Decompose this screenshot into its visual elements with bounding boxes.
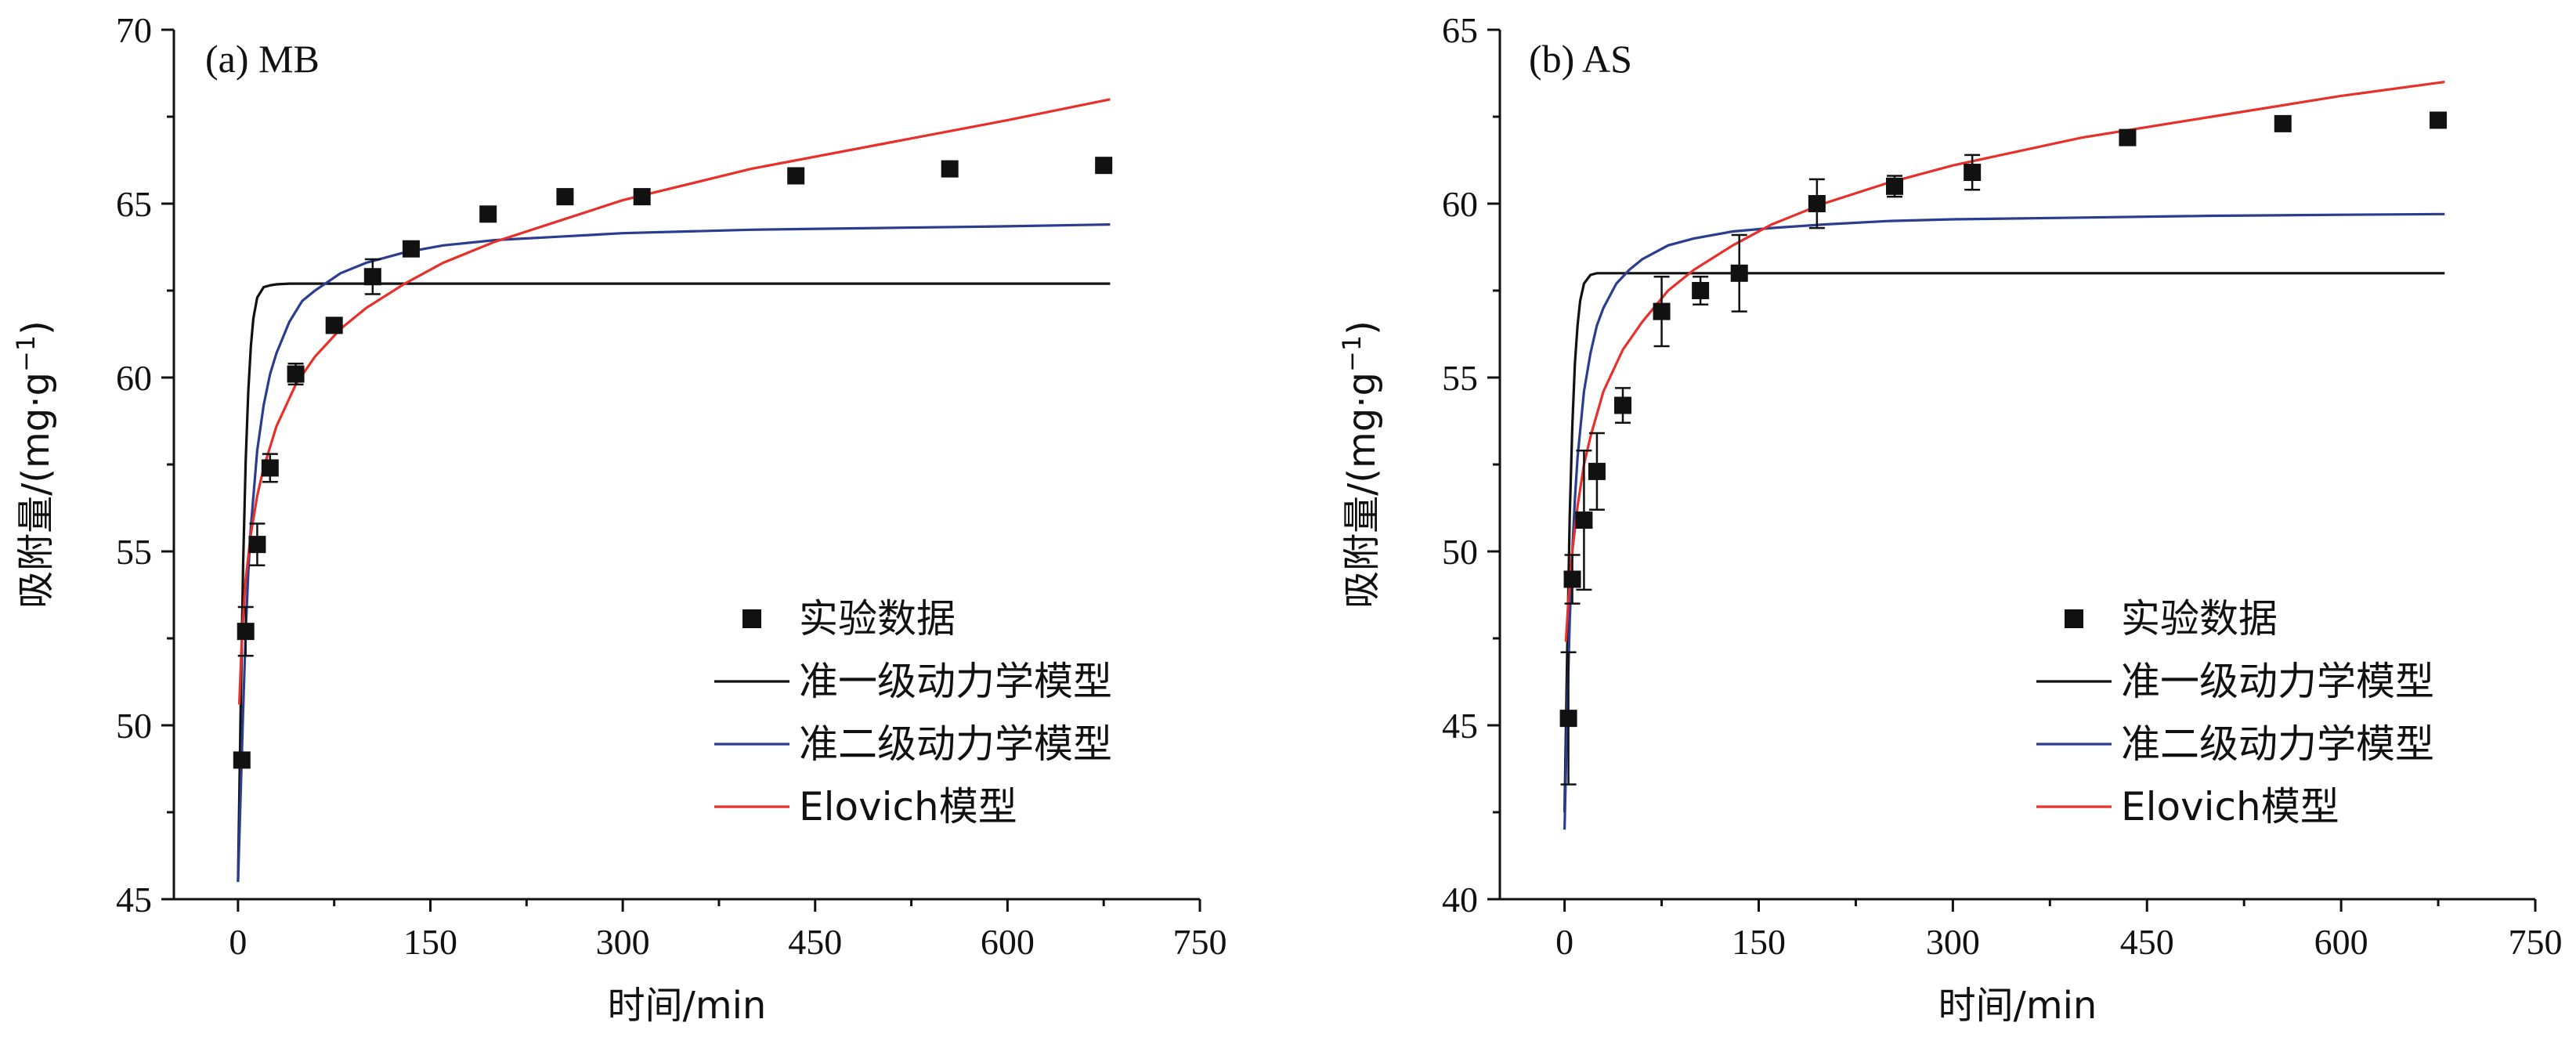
- y-axis-title-main: 吸附量/(mg·g: [1340, 372, 1384, 609]
- data-point: [941, 160, 959, 178]
- y-tick-label: 55: [116, 532, 152, 572]
- legend-label: 实验数据: [799, 596, 956, 641]
- legend-label: 准一级动力学模型: [2121, 659, 2434, 704]
- data-point: [325, 316, 343, 334]
- data-point: [287, 365, 305, 383]
- y-tick-label: 50: [1442, 532, 1478, 572]
- x-tick-label: 0: [1555, 922, 1573, 962]
- y-axis-title: 吸附量/(mg·g−1): [11, 320, 58, 609]
- y-axis-title-superscript: −1: [1337, 335, 1367, 372]
- series-line-0: [237, 282, 1111, 882]
- y-tick-label: 45: [116, 880, 152, 920]
- data-point: [1559, 710, 1577, 728]
- x-tick-label: 150: [403, 922, 457, 962]
- y-tick-label: 60: [116, 358, 152, 398]
- data-point: [1563, 570, 1581, 588]
- data-point: [1588, 462, 1606, 480]
- data-point: [2274, 114, 2292, 132]
- y-tick-label: 60: [1442, 184, 1478, 224]
- data-point: [1692, 282, 1710, 299]
- x-tick-label: 0: [229, 922, 247, 962]
- x-tick-label: 300: [596, 922, 650, 962]
- y-axis-title-superscript: −1: [11, 335, 41, 372]
- y-tick-label: 65: [1442, 10, 1478, 50]
- data-point: [1730, 264, 1748, 282]
- data-point: [402, 240, 420, 258]
- data-point: [2119, 128, 2137, 146]
- legend-label: Elovich模型: [2121, 784, 2339, 829]
- x-tick-label: 600: [2314, 922, 2368, 962]
- data-point: [363, 268, 381, 286]
- x-tick-label: 750: [2509, 922, 2563, 962]
- y-tick-label: 55: [1442, 358, 1478, 398]
- y-axis-title-close: ): [14, 320, 58, 335]
- y-tick-label: 50: [116, 706, 152, 746]
- legend-marker: [2065, 609, 2083, 628]
- series-line-2: [1564, 81, 2445, 642]
- panel-label: (b) AS: [1529, 37, 1632, 81]
- y-tick-label: 45: [1442, 706, 1478, 746]
- legend-label: 准二级动力学模型: [799, 721, 1112, 767]
- y-tick-label: 70: [116, 10, 152, 50]
- data-point: [479, 205, 497, 223]
- legend-label: 准二级动力学模型: [2121, 721, 2434, 767]
- data-point: [1808, 195, 1826, 212]
- data-point: [1613, 396, 1631, 414]
- data-point: [248, 536, 266, 554]
- data-point: [1964, 164, 1982, 182]
- x-tick-label: 300: [1926, 922, 1980, 962]
- data-point: [1886, 177, 1904, 195]
- y-axis-title-main: 吸附量/(mg·g: [14, 372, 58, 609]
- data-point: [1653, 302, 1671, 320]
- x-tick-label: 600: [981, 922, 1035, 962]
- data-point: [237, 623, 255, 641]
- data-point: [556, 188, 574, 206]
- x-tick-label: 450: [2120, 922, 2174, 962]
- y-tick-label: 65: [116, 184, 152, 224]
- chart-panel-1: 0 150 300 450 600 750 40 45 50 55 60 65 时间/min 吸附量/(m…: [1337, 10, 2563, 1028]
- data-point: [787, 167, 805, 185]
- legend-label: Elovich模型: [799, 784, 1017, 829]
- data-point: [261, 459, 279, 477]
- series-line-1: [1563, 212, 2445, 830]
- legend-label: 实验数据: [2121, 596, 2278, 641]
- legend-label: 准一级动力学模型: [799, 659, 1112, 704]
- x-tick-label: 750: [1173, 922, 1227, 962]
- y-axis-title-close: ): [1340, 320, 1384, 335]
- data-point: [1095, 157, 1113, 175]
- data-point: [233, 751, 251, 769]
- y-tick-label: 40: [1442, 880, 1478, 920]
- series-line-2: [237, 98, 1111, 705]
- x-axis-title: 时间/min: [608, 984, 767, 1028]
- data-point: [2430, 111, 2448, 129]
- data-point: [633, 188, 651, 206]
- legend-marker: [742, 609, 761, 628]
- x-tick-label: 150: [1732, 922, 1786, 962]
- series-line-1: [237, 223, 1111, 882]
- data-point: [1575, 511, 1593, 529]
- chart-panel-0: 0 150 300 450 600 750 45 50 55 60 65 70 时间/min 吸附量/(m…: [11, 10, 1227, 1028]
- panel-label: (a) MB: [205, 37, 320, 81]
- x-tick-label: 450: [788, 922, 842, 962]
- x-axis-title: 时间/min: [1938, 984, 2097, 1028]
- y-axis-title: 吸附量/(mg·g−1): [1337, 320, 1384, 609]
